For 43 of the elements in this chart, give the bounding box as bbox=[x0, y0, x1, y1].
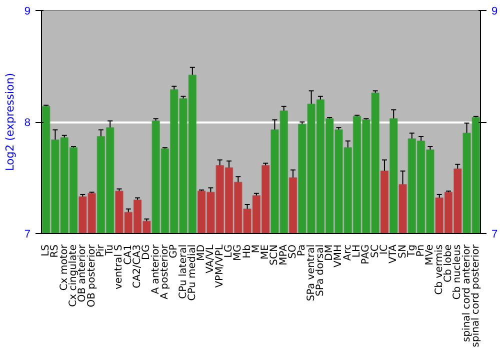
x-tick-label: M bbox=[250, 244, 262, 254]
x-tick-label: LG bbox=[223, 244, 234, 258]
x-tick-label: SC bbox=[370, 244, 381, 258]
x-tick-label: Pa bbox=[296, 244, 308, 256]
x-tick-label: VMH bbox=[333, 244, 344, 268]
y-tick-label: 8 bbox=[24, 117, 31, 129]
x-tick-label: A posterior bbox=[159, 244, 170, 300]
y-tick-label: 9 bbox=[24, 6, 31, 18]
y2-tick-label: 7 bbox=[492, 228, 498, 240]
x-tick-label: Arc bbox=[342, 244, 354, 261]
x-tick-label: Cx motor bbox=[58, 244, 70, 291]
x-tick-label: SCN bbox=[269, 244, 280, 266]
x-tick-label: Cb vermis bbox=[434, 244, 445, 295]
x-tick-label: SN bbox=[397, 244, 408, 258]
x-tick-label: OB posterior bbox=[86, 244, 98, 308]
x-tick-label: Pir bbox=[95, 244, 106, 258]
x-tick-label: OB anterior bbox=[77, 244, 88, 302]
x-tick-label: RS bbox=[50, 244, 61, 258]
x-tick-label: GP bbox=[168, 244, 180, 258]
x-tick-label: spinal cord anterior bbox=[461, 244, 472, 342]
y-axis-title: Log2 (expression) bbox=[3, 72, 16, 172]
x-tick-label: VA/VL bbox=[205, 244, 216, 274]
x-tick-label: SPa dorsal bbox=[314, 244, 326, 296]
x-tick-label: A anterior bbox=[150, 244, 162, 294]
x-tick-label: CPu lateral bbox=[178, 244, 189, 299]
x-tick-label: Cb nucleus bbox=[452, 244, 464, 300]
x-tick-label: VTA bbox=[388, 244, 400, 264]
x-tick-label: PAG bbox=[360, 244, 372, 264]
x-tick-label: Cb lobe bbox=[442, 244, 454, 282]
x-tick-label: spinal cord posterior bbox=[470, 244, 482, 348]
x-tick-label: IC bbox=[378, 244, 390, 254]
x-tick-label: Hb bbox=[242, 244, 253, 258]
x-tick-label: DG bbox=[141, 244, 152, 260]
y2-tick-label: 9 bbox=[492, 6, 498, 18]
x-tick-label: MVe bbox=[424, 244, 436, 266]
x-tick-label: MPA bbox=[278, 244, 290, 266]
x-tick-label: Tg bbox=[406, 244, 418, 258]
x-tick-label: CPu medial bbox=[186, 244, 198, 301]
x-tick-label: CA1 bbox=[122, 244, 134, 265]
x-tick-label: ventral S bbox=[114, 244, 125, 290]
x-tick-label: SPa ventral bbox=[306, 244, 317, 302]
y-tick-label: 7 bbox=[24, 228, 31, 240]
x-tick-label: VPM/VPL bbox=[214, 244, 226, 288]
